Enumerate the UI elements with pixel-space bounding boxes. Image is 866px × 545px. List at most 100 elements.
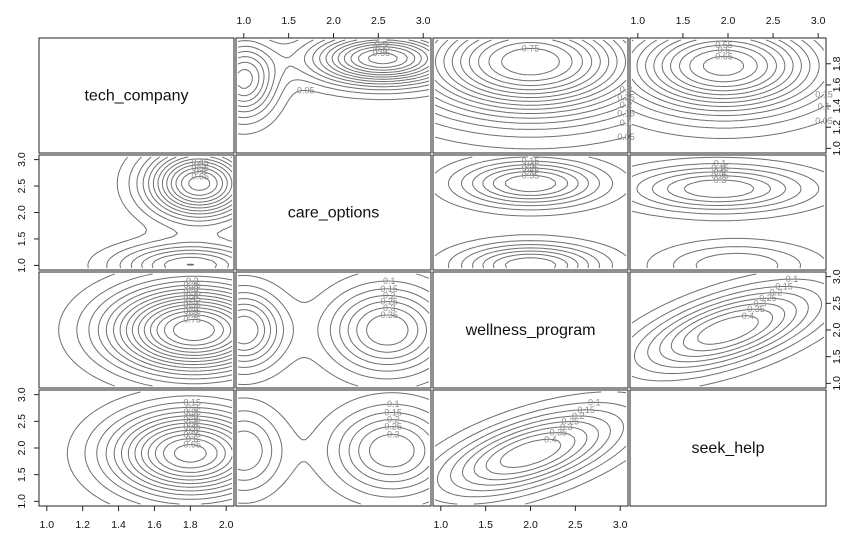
- contour-line-0.2: [651, 171, 787, 206]
- contour-line-0.1: [447, 156, 614, 269]
- contour-line-0.65: [478, 39, 583, 86]
- contour-line-0.4: [653, 39, 794, 100]
- top-axis-tick-label-seek_help: 3.0: [811, 15, 826, 27]
- contour-line-0.35: [237, 39, 430, 97]
- contour-label-0.25: 0.25: [183, 280, 201, 290]
- contour-line-0.6: [163, 438, 218, 469]
- contour-line-0.45: [661, 39, 786, 96]
- contour-label-0.15: 0.15: [384, 408, 402, 418]
- contour-label-0.25: 0.25: [759, 293, 777, 303]
- bottom-axis-tick-label-tech_company: 1.2: [75, 519, 90, 531]
- contour-line-0.05: [237, 90, 430, 135]
- contour-label-0.45: 0.45: [183, 294, 201, 304]
- contour-label-0.75: 0.75: [183, 315, 201, 325]
- contour-line-0.4: [237, 39, 430, 89]
- bottom-axis-tick-label-tech_company: 1.0: [39, 519, 54, 531]
- contour-line-0.2: [130, 156, 233, 269]
- contour-line-0.55: [175, 167, 223, 200]
- contour-panel-tech_company-vs-seek_help: 0.05 0.10.15 0.550.60.65: [631, 39, 833, 139]
- contour-label-0.3: 0.3: [620, 84, 633, 94]
- contour-line-0.6: [468, 39, 593, 91]
- left-axis-tick-label-care_options: 2.5: [16, 179, 28, 194]
- bottom-axis-tick-label-tech_company: 1.8: [183, 519, 198, 531]
- contour-label-0.5: 0.5: [194, 160, 207, 170]
- panel-frame-3-1: [235, 389, 432, 507]
- contour-line-0.55: [143, 304, 233, 356]
- right-axis-tick-label-tech_company: 1.2: [831, 120, 843, 135]
- contour-label-0.55: 0.55: [715, 40, 733, 50]
- contour-line-0.15: [434, 112, 627, 130]
- left-axis-tick-label-seek_help: 1.0: [16, 494, 28, 509]
- contour-line-0.45: [337, 41, 428, 76]
- contour-line-0.6: [181, 171, 218, 196]
- contour-line-0.5: [137, 301, 233, 359]
- diagonal-label-seek_help: seek_help: [692, 440, 765, 457]
- right-axis-tick-label-wellness_program: 1.5: [831, 349, 843, 364]
- contour-line-0.3: [121, 415, 233, 492]
- contour-label-0.35: 0.35: [747, 304, 765, 314]
- contour-line-0.1: [237, 403, 430, 498]
- right-axis-tick-label-tech_company: 1.6: [831, 77, 843, 92]
- contour-label-0.3: 0.3: [387, 429, 400, 439]
- contour-panel-care_options-vs-wellness_program: 0.150.20.250.30.35: [434, 156, 627, 269]
- contour-line-0.05: [434, 156, 627, 257]
- contour-line-0.25: [482, 167, 579, 269]
- left-axis-tick-label-seek_help: 1.5: [16, 467, 28, 482]
- top-axis-tick-label-care_options: 2.0: [326, 15, 341, 27]
- contour-label-0.25: 0.25: [522, 163, 540, 173]
- left-axis-tick-label-seek_help: 2.0: [16, 441, 28, 456]
- contour-label-0.1: 0.1: [714, 159, 727, 169]
- contour-label-0.05: 0.05: [297, 86, 315, 96]
- contour-label-0.6: 0.6: [375, 45, 388, 55]
- contour-line-0.5: [451, 39, 610, 98]
- bottom-axis-tick-label-tech_company: 1.6: [147, 519, 162, 531]
- contour-line-0.25: [105, 284, 233, 376]
- contour-line-0.65: [703, 56, 744, 76]
- contour-label-0.15: 0.15: [183, 397, 201, 407]
- contour-line-0.5: [147, 429, 233, 477]
- contour-line-0.4: [125, 294, 233, 366]
- contour-line-0.35: [237, 314, 409, 346]
- contour-line-0.3: [683, 179, 755, 198]
- contour-label-0.65: 0.65: [373, 48, 391, 58]
- panel-frame-1-3: [629, 154, 827, 271]
- top-axis-tick-label-seek_help: 1.5: [676, 15, 691, 27]
- left-axis-tick-label-care_options: 1.5: [16, 231, 28, 246]
- top-axis-tick-label-seek_help: 1.0: [631, 15, 646, 27]
- contour-line-0.05: [631, 273, 825, 387]
- contour-line-0.35: [683, 308, 773, 352]
- contour-line-0.1: [631, 163, 820, 269]
- contour-line-0.3: [473, 426, 588, 481]
- contour-label-0.45: 0.45: [191, 157, 209, 167]
- contour-panel-seek_help-vs-wellness_program: 0.10.150.20.250.30.350.4: [434, 391, 627, 505]
- contour-label-0.15: 0.15: [711, 163, 729, 173]
- contour-line-0.35: [119, 291, 233, 369]
- contour-line-0.25: [631, 39, 820, 112]
- contour-line-0.3: [636, 39, 811, 107]
- contour-line-0.5: [343, 43, 422, 73]
- contour-label-0.3: 0.3: [524, 166, 537, 176]
- contour-line-0.3: [151, 156, 233, 269]
- contour-line-0.45: [141, 426, 233, 481]
- contour-line-0.4: [499, 438, 562, 468]
- contour-line-0.35: [645, 39, 802, 103]
- contour-line-0.15: [634, 286, 822, 374]
- contour-line-0.7: [163, 314, 225, 346]
- contour-label-0.3: 0.3: [754, 299, 767, 309]
- left-axis-tick-label-care_options: 1.0: [16, 258, 28, 273]
- contour-line-0.15: [460, 160, 601, 269]
- contour-label-0.5: 0.5: [375, 39, 388, 49]
- contour-line-0.45: [131, 298, 233, 362]
- right-axis-tick-label-wellness_program: 2.0: [831, 323, 843, 338]
- contour-label-0.45: 0.45: [183, 422, 201, 432]
- diagonal-label-care_options: care_options: [288, 205, 380, 222]
- contour-line-0.25: [659, 297, 797, 363]
- contour-line-0.3: [237, 39, 430, 102]
- panel-frame-1-1: [235, 154, 432, 271]
- contour-label-0.55: 0.55: [373, 42, 391, 52]
- bottom-axis-tick-label-wellness_program: 2.5: [568, 519, 583, 531]
- contour-label-0.4: 0.4: [544, 434, 557, 444]
- contour-label-0.2: 0.2: [714, 167, 727, 177]
- contour-line-0.15: [119, 156, 233, 269]
- panel-frame-1-2: [432, 154, 629, 271]
